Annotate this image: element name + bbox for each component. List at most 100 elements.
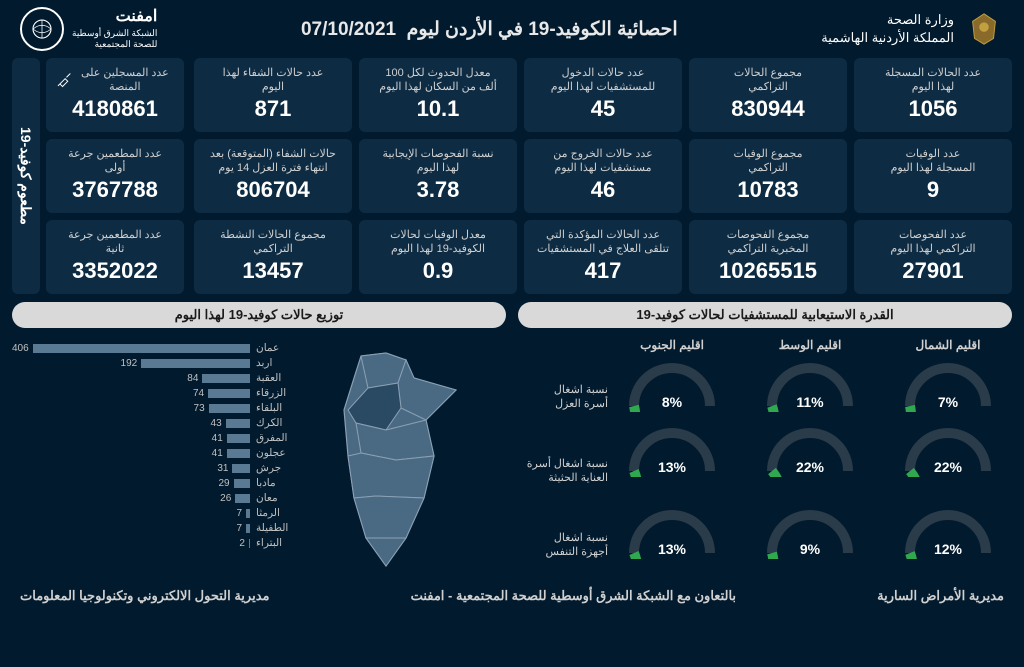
bar-value: 31 [217,463,228,474]
stat-label: عدد الوفيات المسجلة لهذا اليوم [860,147,1006,176]
gauge: 9% [760,503,860,559]
stat-card: عدد حالات الدخول للمستشفيات لهذا اليوم 4… [524,58,682,132]
footer-right: مديرية الأمراض السارية [877,588,1004,604]
footer-center: بالتعاون مع الشبكة الشرق أوسطية للصحة ال… [411,588,736,604]
bar-row: البلقاء 73 [12,402,296,414]
bar-value: 43 [211,418,222,429]
stat-value: 3.78 [365,177,511,203]
bar-name: العقبة [256,372,296,384]
metric-label: نسبة اشغال أجهزة التنفس [518,508,608,582]
stat-card: مجموع الحالات النشطة التراكمي 13457 [194,220,352,294]
gauge-cell: 12% [884,503,1012,582]
bar-fill [227,449,250,458]
gauge-value: 12% [898,541,998,557]
bar-track: 192 [12,358,250,369]
bar-fill [249,539,250,548]
vaccine-value: 4180861 [52,96,178,122]
bar-fill [209,404,250,413]
vaccine-tab: مطعوم كوفيد-19 [12,58,40,294]
stat-label: معدل الحدوث لكل 100 ألف من السكان لهذا ا… [365,66,511,95]
stat-label: معدل الوفيات لحالات الكوفيد-19 لهذا اليو… [365,228,511,257]
footer: مديرية الأمراض السارية بالتعاون مع الشبك… [0,582,1024,604]
bar-row: الكرك 43 [12,417,296,429]
stat-card: معدل الوفيات لحالات الكوفيد-19 لهذا اليو… [359,220,517,294]
stat-label: نسبة الفحوصات الإيجابية لهذا اليوم [365,147,511,176]
bar-fill [235,494,250,503]
bar-row: الزرقاء 74 [12,387,296,399]
stat-value: 10783 [695,177,841,203]
stat-card: عدد حالات الخروج من مستشفيات لهذا اليوم … [524,139,682,213]
stat-label: حالات الشفاء (المتوقعة) بعد انتهاء فترة … [200,147,346,176]
stat-label: مجموع الحالات النشطة التراكمي [200,228,346,257]
bar-value: 74 [193,388,204,399]
bar-track: 29 [12,478,250,489]
gauge: 11% [760,356,860,412]
bar-fill [234,479,250,488]
page-title: احصائية الكوفيد-19 في الأردن ليوم 07/10/… [301,18,678,41]
bar-value: 26 [220,493,231,504]
stat-card: مجموع الفحوصات المخبرية التراكمي 1026551… [689,220,847,294]
gauge-cell: اقليم الشمال 7% [884,338,1012,417]
gauge-value: 13% [622,541,722,557]
gauge-value: 22% [760,459,860,475]
gauge: 22% [760,421,860,477]
region-header: اقليم الوسط [746,338,874,352]
capacity-title: القدرة الاستيعابية للمستشفيات لحالات كوف… [518,302,1012,328]
stat-value: 9 [860,177,1006,203]
bar-fill [208,389,250,398]
stat-card: عدد الوفيات المسجلة لهذا اليوم 9 [854,139,1012,213]
bar-track: 7 [12,508,250,519]
ministry-line2: المملكة الأردنية الهاشمية [821,29,954,47]
distribution-title: توزيع حالات كوفيد-19 لهذا اليوم [12,302,506,328]
stat-value: 45 [530,96,676,122]
stat-card: عدد الحالات المسجلة لهذا اليوم 1056 [854,58,1012,132]
bar-name: الطفيلة [256,522,296,534]
stat-card: معدل الحدوث لكل 100 ألف من السكان لهذا ا… [359,58,517,132]
stat-label: مجموع الحالات التراكمي [695,66,841,95]
bar-track: 43 [12,418,250,429]
vaccine-card: عدد المطعمين جرعة ثانية 3352022 [46,220,184,294]
bar-track: 41 [12,448,250,459]
vaccine-value: 3352022 [52,258,178,284]
stat-label: عدد الفحوصات التراكمي لهذا اليوم [860,228,1006,257]
stats-grid: عدد الحالات المسجلة لهذا اليوم 1056 مجموع… [194,58,1012,294]
stat-value: 830944 [695,96,841,122]
gauge-cell: 13% [608,503,736,582]
bar-row: معان 26 [12,492,296,504]
bar-row: جرش 31 [12,462,296,474]
bar-value: 73 [194,403,205,414]
metric-label: نسبة اشغال أسرة العناية الحثيثة [518,434,608,508]
bar-row: المفرق 41 [12,432,296,444]
bar-row: الطفيلة 7 [12,522,296,534]
gauge-value: 7% [898,394,998,410]
bar-row: اربد 192 [12,357,296,369]
bar-value: 84 [187,373,198,384]
stat-value: 10265515 [695,258,841,284]
bar-name: مادبا [256,477,296,489]
metric-label: نسبة اشغال أسرة العزل [518,360,608,434]
stat-label: عدد حالات الدخول للمستشفيات لهذا اليوم [530,66,676,95]
gauge: 13% [622,421,722,477]
bar-row: مادبا 29 [12,477,296,489]
gauge-value: 8% [622,394,722,410]
bar-fill [227,434,250,443]
header: وزارة الصحة المملكة الأردنية الهاشمية اح… [0,0,1024,58]
stat-value: 46 [530,177,676,203]
gauge-value: 9% [760,541,860,557]
stat-value: 417 [530,258,676,284]
gauge-value: 13% [622,459,722,475]
bar-value: 41 [212,433,223,444]
gauge-value: 22% [898,459,998,475]
jordan-map [306,338,506,578]
stat-value: 27901 [860,258,1006,284]
stat-card: نسبة الفحوصات الإيجابية لهذا اليوم 3.78 [359,139,517,213]
bar-name: المفرق [256,432,296,444]
bar-row: العقبة 84 [12,372,296,384]
bar-value: 406 [12,343,29,354]
bar-fill [202,374,250,383]
gauge-cell: اقليم الوسط 11% [746,338,874,417]
bar-row: البتراء 2 [12,537,296,549]
gauge: 7% [898,356,998,412]
vaccine-label: عدد المطعمين جرعة أولى [52,147,178,176]
stat-value: 871 [200,96,346,122]
